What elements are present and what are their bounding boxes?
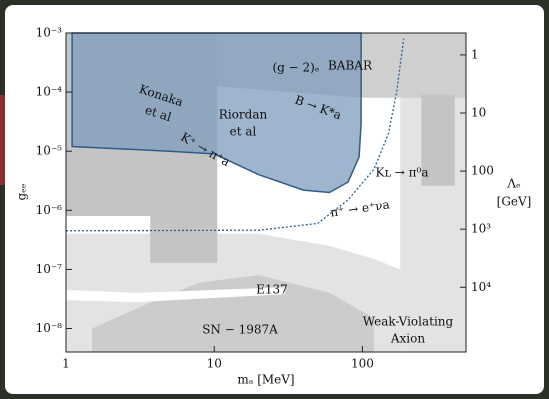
y2-tick-label: 10 bbox=[471, 105, 486, 119]
x-axis-label: mₐ [MeV] bbox=[237, 373, 294, 387]
plot-frame bbox=[65, 32, 467, 353]
y-axis-label: gₑₑ bbox=[15, 183, 29, 200]
y-tick-label: 10⁻⁷ bbox=[36, 262, 63, 276]
y2-tick-label: 10⁴ bbox=[471, 280, 491, 294]
y2-axis-label: [GeV] bbox=[497, 195, 532, 209]
x-tick-label: 1 bbox=[62, 357, 70, 371]
annotation: Riordan bbox=[219, 108, 268, 122]
annotation: Kʟ → π⁰a bbox=[375, 166, 428, 180]
x-tick-label: 10 bbox=[207, 357, 222, 371]
y-tick-label: 10⁻⁵ bbox=[36, 144, 63, 158]
annotation: BABAR bbox=[328, 59, 373, 73]
region bbox=[71, 32, 362, 194]
annotation: SN − 1987A bbox=[202, 323, 278, 337]
x-tick-label: 100 bbox=[351, 357, 374, 371]
y-tick-label: 10⁻⁶ bbox=[36, 203, 63, 217]
region bbox=[92, 275, 375, 352]
annotation: et al bbox=[230, 125, 257, 139]
y-tick-label: 10⁻⁴ bbox=[36, 85, 63, 99]
y2-tick-label: 10³ bbox=[471, 222, 491, 236]
annotation: Axion bbox=[390, 332, 425, 346]
y2-axis-label: Λₑ bbox=[506, 177, 521, 191]
annotation: (g − 2)ₑ bbox=[272, 61, 319, 75]
region bbox=[421, 94, 455, 186]
annotation: E137 bbox=[256, 283, 288, 297]
region bbox=[66, 287, 285, 303]
annotation: Weak-Violating bbox=[363, 315, 454, 329]
y2-tick-label: 100 bbox=[471, 164, 494, 178]
y-tick-label: 10⁻³ bbox=[36, 26, 63, 40]
curve bbox=[65, 38, 405, 232]
y2-tick-label: 1 bbox=[471, 47, 479, 61]
y-tick-label: 10⁻⁸ bbox=[36, 321, 63, 335]
